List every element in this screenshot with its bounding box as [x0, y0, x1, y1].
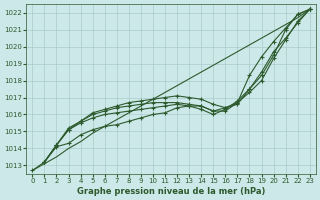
X-axis label: Graphe pression niveau de la mer (hPa): Graphe pression niveau de la mer (hPa)	[77, 187, 265, 196]
